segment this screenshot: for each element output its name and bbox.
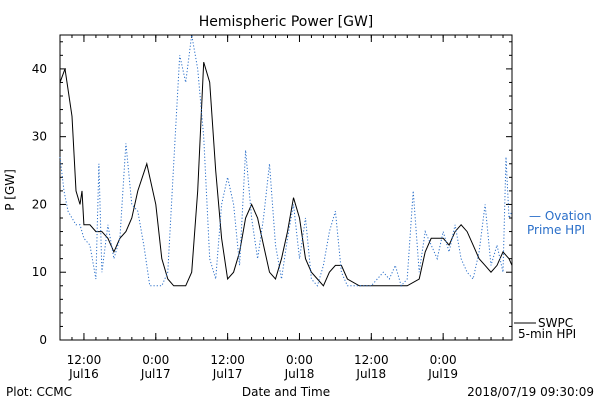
series-layer [59, 34, 513, 287]
x-tick-label-date: Jul17 [140, 367, 171, 381]
footer-plot-credit: Plot: CCMC [6, 385, 72, 399]
legend-swpc-line2: 5-min HPI [518, 327, 576, 341]
x-tick-label-time: 12:00 [67, 353, 102, 367]
x-tick-label-time: 12:00 [354, 353, 389, 367]
legend-swpc-line1: SWPC [538, 316, 573, 330]
x-tick-label-date: Jul18 [355, 367, 386, 381]
x-tick-label-time: 0:00 [142, 353, 169, 367]
x-tick-label-time: 0:00 [430, 353, 457, 367]
plot-frame [59, 34, 513, 341]
x-tick-label-time: 12:00 [210, 353, 245, 367]
footer-timestamp: 2018/07/19 09:30:09 [467, 385, 594, 399]
y-tick-label: 30 [32, 130, 47, 144]
y-axis-label: P [GW] [3, 169, 17, 211]
chart-title: Hemispheric Power [GW] [199, 14, 374, 30]
x-tick-label-time: 0:00 [286, 353, 313, 367]
x-tick-label-date: Jul17 [212, 367, 243, 381]
x-tick-label-date: Jul18 [284, 367, 315, 381]
legend-ovation-line2: Prime HPI [527, 223, 585, 237]
y-axis: 0 10 20 30 40 [32, 41, 512, 347]
y-tick-label: 20 [32, 197, 47, 211]
y-tick-label: 40 [32, 62, 47, 76]
y-tick-label: 0 [39, 333, 47, 347]
x-tick-label-date: Jul19 [427, 367, 458, 381]
series-line-swpc-5-min-hpi [59, 61, 513, 287]
legend: — Ovation Prime HPI SWPC 5-min HPI [514, 209, 592, 341]
x-axis-label: Date and Time [242, 385, 330, 399]
y-tick-label: 10 [32, 265, 47, 279]
x-axis: 12:00Jul160:00Jul1712:00Jul170:00Jul1812… [59, 35, 504, 381]
legend-ovation-line1: — Ovation [529, 209, 592, 223]
footer: Plot: CCMC Date and Time 2018/07/19 09:3… [6, 385, 594, 399]
series-line-ovation-prime-hpi [59, 34, 513, 287]
x-tick-label-date: Jul16 [68, 367, 99, 381]
